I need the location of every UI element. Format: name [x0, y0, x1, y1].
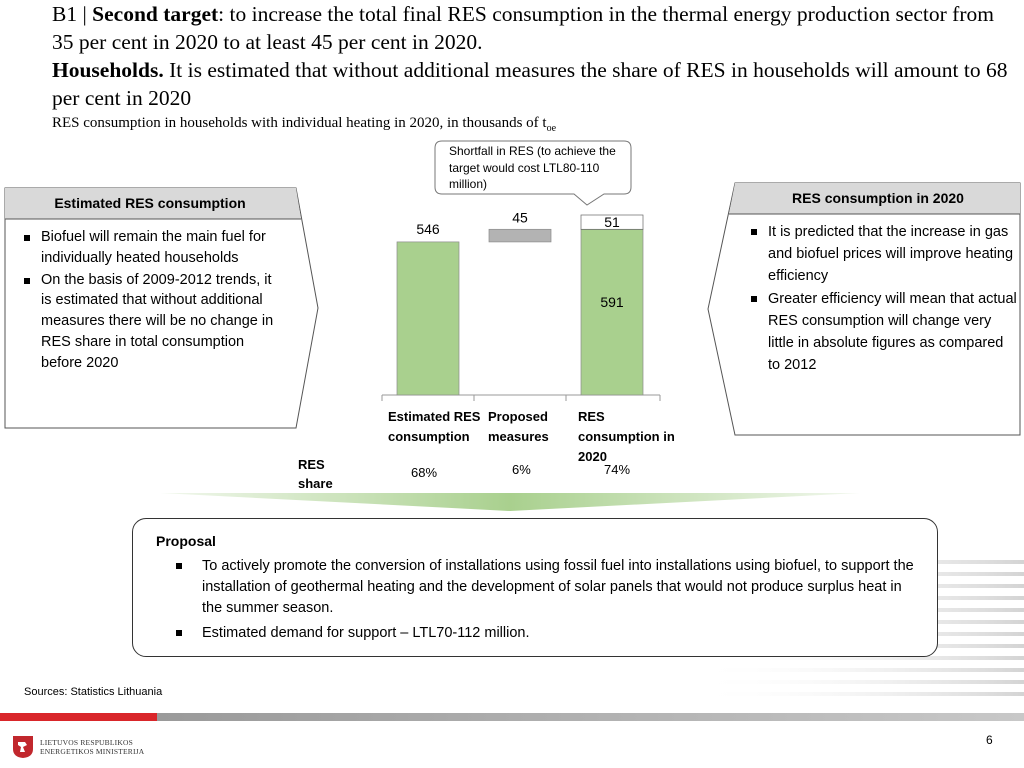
- bullet-text: To actively promote the conversion of in…: [202, 558, 914, 616]
- bullet-text: On the basis of 2009-2012 trends, it is …: [41, 271, 274, 371]
- bullet-text: It is predicted that the increase in gas…: [768, 224, 1014, 284]
- data-label: 45: [512, 209, 528, 225]
- res-share-label: RES share: [298, 457, 333, 491]
- right-box-bullets: It is predicted that the increase in gas…: [751, 221, 1019, 377]
- coat-of-arms-icon: [13, 736, 33, 758]
- proposal-bullets: To actively promote the conversion of in…: [176, 556, 921, 648]
- waterfall-bar: [580, 214, 644, 230]
- bullet-square-icon: [751, 229, 757, 235]
- list-item: It is predicted that the increase in gas…: [751, 221, 1019, 287]
- households-statement: Households. It is estimated that without…: [52, 56, 1020, 112]
- list-item: Estimated demand for support – LTL70-112…: [176, 623, 921, 644]
- page-number: 6: [986, 733, 993, 747]
- footer-bar-red: [0, 713, 157, 721]
- bullet-square-icon: [24, 235, 30, 241]
- ministry-name-line1: LIETUVOS RESPUBLIKOS: [40, 738, 133, 747]
- category-label: Estimated RES consumption: [388, 409, 481, 444]
- households-text: It is estimated that without additional …: [52, 58, 1008, 110]
- waterfall-bar: [396, 241, 460, 396]
- data-label: 591: [600, 294, 624, 310]
- target-text: : to increase the total final RES consum…: [52, 2, 994, 54]
- res-share-value: 6%: [512, 462, 531, 477]
- proposal-title: Proposal: [156, 533, 216, 549]
- data-label: 51: [604, 214, 620, 230]
- ministry-name: LIETUVOS RESPUBLIKOS ENERGETIKOS MINISTE…: [40, 738, 144, 756]
- bullet-square-icon: [176, 630, 182, 636]
- bullet-text: Estimated demand for support – LTL70-112…: [202, 625, 530, 641]
- chart-plot: 546 45 591 51: [381, 209, 661, 401]
- waterfall-chart: 546 45 591 51 Estimated RES consumption Pro…: [370, 195, 690, 495]
- sources-note: Sources: Statistics Lithuania: [24, 686, 163, 698]
- res-2020-box: RES consumption in 2020 It is predicted …: [707, 182, 1021, 436]
- category-label: RES consumption in 2020: [578, 409, 675, 464]
- target-statement: B1 | Second target: to increase the tota…: [52, 0, 1020, 56]
- bullet-text: Biofuel will remain the main fuel for in…: [41, 229, 266, 266]
- right-box-title: RES consumption in 2020: [792, 190, 964, 206]
- bullet-square-icon: [751, 296, 757, 302]
- list-item: Biofuel will remain the main fuel for in…: [24, 227, 286, 269]
- right-box-shape: [707, 182, 1021, 436]
- left-box-shape: [4, 187, 319, 429]
- chart-subtitle-text: RES consumption in households with indiv…: [52, 115, 547, 131]
- chart-subtitle: RES consumption in households with indiv…: [52, 113, 1020, 139]
- section-prefix: B1 |: [52, 2, 93, 26]
- waterfall-bar: [580, 228, 644, 396]
- bullet-text: Greater efficiency will mean that actual…: [768, 291, 1017, 373]
- target-heading: Second target: [92, 2, 219, 26]
- shortfall-callout: Shortfall in RES (to achieve the target …: [434, 140, 632, 206]
- list-item: On the basis of 2009-2012 trends, it is …: [24, 270, 286, 374]
- households-heading: Households.: [52, 58, 164, 82]
- bullet-square-icon: [176, 563, 182, 569]
- data-label: 546: [416, 221, 440, 237]
- res-share-value: 68%: [411, 465, 438, 480]
- proposal-box: Proposal To actively promote the convers…: [132, 518, 938, 657]
- list-item: Greater efficiency will mean that actual…: [751, 288, 1019, 376]
- waterfall-bar: [488, 228, 552, 243]
- left-box-title: Estimated RES consumption: [54, 195, 246, 211]
- conclusion-arrow-band: [160, 493, 860, 511]
- slide-header: B1 | Second target: to increase the tota…: [52, 0, 1020, 139]
- left-box-bullets: Biofuel will remain the main fuel for in…: [24, 227, 286, 375]
- footer-bar-gray: [157, 713, 1024, 721]
- chart-subtitle-subscript: oe: [546, 123, 557, 134]
- category-label: Proposed measures: [488, 409, 549, 444]
- callout-shape: [434, 140, 632, 206]
- bullet-square-icon: [24, 277, 30, 284]
- estimated-res-box: Estimated RES consumption Biofuel will r…: [4, 187, 319, 429]
- callout-text: Shortfall in RES (to achieve the target …: [449, 144, 616, 191]
- res-share-value: 74%: [604, 462, 631, 477]
- list-item: To actively promote the conversion of in…: [176, 556, 921, 619]
- ministry-name-line2: ENERGETIKOS MINISTERIJA: [40, 747, 145, 756]
